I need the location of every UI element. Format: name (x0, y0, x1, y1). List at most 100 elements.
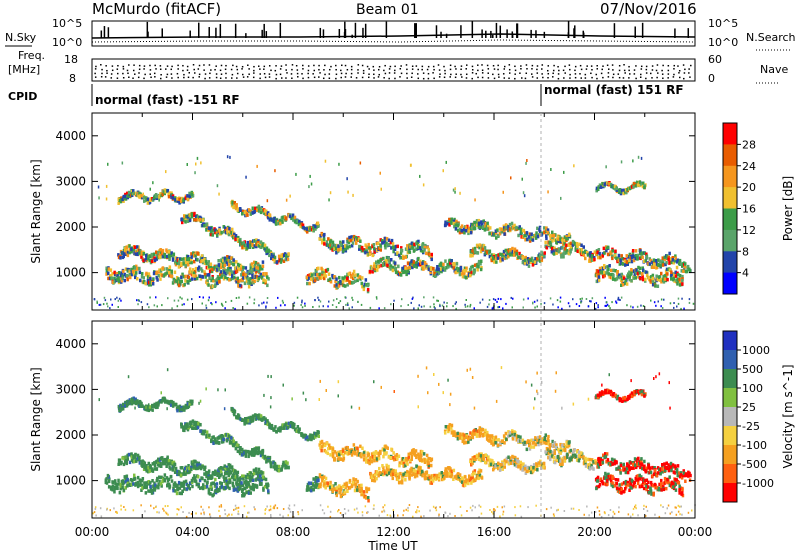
heatmap-cell (335, 277, 338, 281)
heatmap-cell (598, 275, 601, 279)
heatmap-cell (245, 491, 248, 495)
heatmap-cell (178, 265, 181, 269)
heatmap-cell (413, 260, 416, 264)
heatmap-cell (354, 273, 357, 277)
cpid-label: CPID (8, 90, 37, 103)
freq-mark (678, 72, 680, 74)
heatmap-cell (249, 246, 252, 250)
freq-mark (373, 66, 375, 68)
heatmap-cell (661, 299, 663, 301)
heatmap-cell (361, 304, 363, 306)
heatmap-cell (245, 176, 247, 179)
freq-mark (619, 65, 621, 67)
heatmap-cell (550, 297, 552, 299)
heatmap-cell (107, 474, 110, 478)
heatmap-cell (319, 306, 321, 308)
freq-mark (111, 73, 113, 75)
freq-mark (679, 70, 681, 72)
heatmap-cell (256, 165, 258, 168)
heatmap-cell (530, 233, 533, 237)
freq-mark (269, 76, 271, 78)
heatmap-cell (479, 302, 481, 304)
heatmap-cell (615, 187, 618, 191)
heatmap-cell (262, 475, 265, 479)
heatmap-cell (482, 248, 485, 252)
heatmap-cell (139, 478, 142, 482)
heatmap-cell (465, 226, 468, 230)
heatmap-cell (304, 305, 306, 307)
heatmap-cell (211, 494, 214, 498)
heatmap-cell (612, 249, 615, 253)
freq-mark (635, 65, 637, 67)
heatmap-cell (609, 307, 611, 309)
freq-mark (378, 74, 380, 76)
heatmap-cell (148, 469, 151, 473)
heatmap-cell (401, 298, 403, 300)
heatmap-cell (495, 299, 497, 301)
heatmap-cell (433, 296, 435, 298)
heatmap-cell (413, 249, 416, 253)
freq-mark (358, 64, 360, 66)
heatmap-cell (390, 303, 392, 305)
nave-tick-low: 0 (708, 72, 715, 85)
freq-mark (433, 78, 435, 80)
heatmap-cell (153, 272, 156, 276)
heatmap-cell (652, 277, 655, 281)
heatmap-cell (143, 252, 146, 256)
freq-mark (275, 78, 277, 80)
freq-mark (286, 72, 288, 74)
nsearch-label: N.Search (746, 31, 796, 44)
freq-mark (356, 77, 358, 79)
heatmap-cell (637, 306, 639, 308)
power-heatmap (94, 155, 695, 310)
freq-mark (683, 64, 685, 66)
heatmap-cell (662, 307, 664, 309)
freq-mark (537, 77, 539, 79)
freq-mark (220, 77, 222, 79)
heatmap-cell (120, 300, 122, 302)
heatmap-cell (302, 306, 304, 308)
heatmap-cell (597, 304, 599, 306)
heatmap-cell (165, 267, 168, 271)
heatmap-cell (670, 271, 673, 275)
heatmap-cell (495, 260, 498, 264)
freq-mark (297, 73, 299, 75)
heatmap-cell (635, 276, 638, 280)
heatmap-cell (197, 475, 200, 479)
heatmap-cell (339, 280, 342, 284)
heatmap-cell (340, 242, 343, 246)
heatmap-cell (94, 298, 96, 300)
freq-mark (265, 77, 267, 79)
heatmap-cell (339, 491, 342, 495)
freq-mark (514, 78, 516, 80)
freq-mark (323, 69, 325, 71)
freq-mark (412, 68, 414, 70)
heatmap-cell (463, 228, 466, 232)
heatmap-cell (267, 199, 269, 202)
heatmap-cell (400, 248, 403, 252)
freq-mark (319, 72, 321, 74)
heatmap-cell (377, 242, 380, 246)
heatmap-cell (168, 486, 171, 490)
freq-mark (95, 68, 97, 70)
heatmap-cell (134, 246, 137, 250)
heatmap-cell (278, 465, 281, 469)
heatmap-cell (476, 268, 479, 272)
freq-mark (569, 69, 571, 71)
freq-mark (443, 66, 445, 68)
heatmap-cell (138, 251, 141, 255)
heatmap-cell (328, 198, 330, 201)
heatmap-cell (650, 300, 652, 302)
freq-mark (378, 76, 380, 78)
heatmap-cell (676, 306, 678, 308)
heatmap-cell (225, 301, 227, 303)
freq-mark (225, 69, 227, 71)
heatmap-cell (112, 484, 115, 488)
heatmap-cell (231, 300, 233, 302)
freq-mark (668, 73, 670, 75)
freq-mark (291, 69, 293, 71)
heatmap-cell (211, 229, 214, 233)
freq-mark (677, 65, 679, 67)
heatmap-cell (607, 268, 610, 272)
heatmap-cell (443, 169, 445, 172)
